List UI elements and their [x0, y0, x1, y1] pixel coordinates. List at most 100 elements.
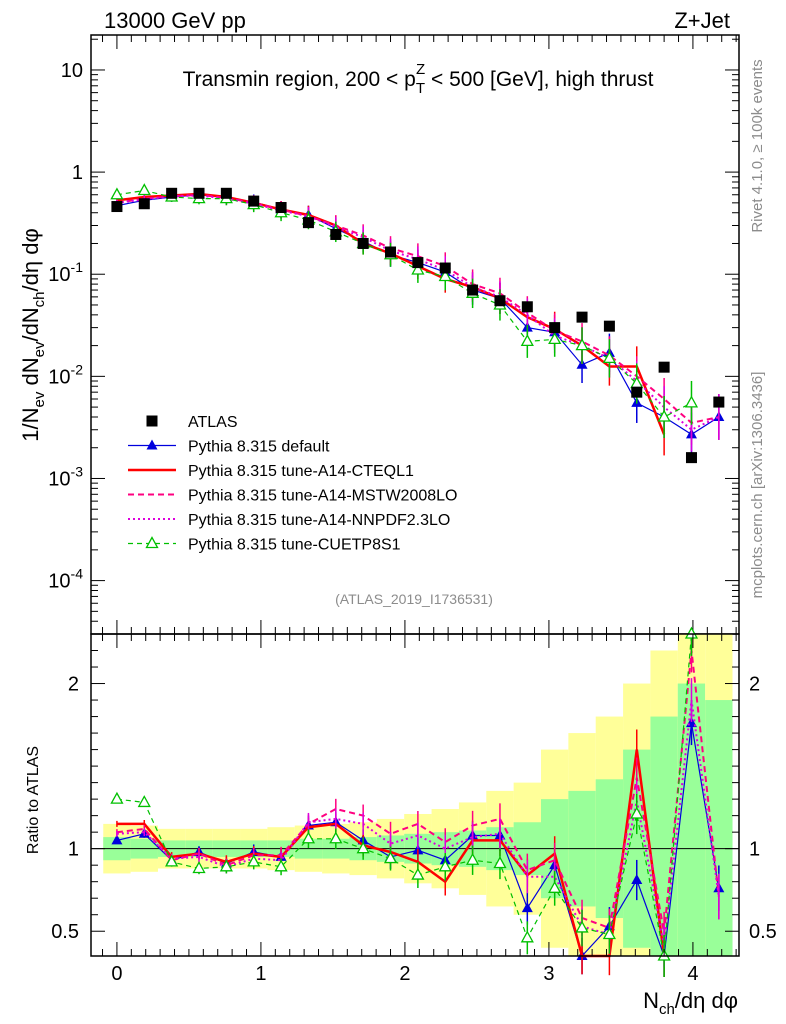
ratio-series-5-point: [219, 859, 233, 872]
atlas-data-point: [713, 396, 725, 408]
ratio-series-5-point: [630, 806, 644, 819]
legend-label: Pythia 8.315 tune-A14-MSTW2008LO: [188, 488, 457, 505]
ratio-series-5-point: [493, 856, 507, 869]
main-series-5-point: [657, 409, 671, 422]
legend-marker-atlas: [146, 415, 158, 427]
ratio-series-5-point: [575, 920, 589, 933]
ratio-plot-panel: 0.5 0.5 1 1 2 2 0 1 2 3 4: [51, 626, 777, 985]
main-ytick-label: 1: [72, 162, 83, 184]
x-axis-label: Nch/dη dφ: [643, 988, 738, 1018]
ratio-series-5-point: [301, 831, 316, 844]
xtick-label: 0: [111, 963, 122, 985]
header-right: Z+Jet: [674, 8, 730, 33]
main-plot-panel: 10 1 10-1 10-2 10-3 10-4: [48, 34, 740, 635]
header-left: 13000 GeV pp: [104, 8, 246, 33]
ratio-series-5-point: [602, 927, 616, 940]
main-ytick-label: 10: [61, 60, 83, 82]
main-series-5-point: [438, 269, 452, 282]
xtick-label: 2: [399, 963, 410, 985]
ratio-series-1-point: [111, 834, 123, 845]
main-ytick-label: 10-3: [48, 463, 83, 490]
xtick-label: 4: [687, 963, 698, 985]
legend-label: Pythia 8.315 default: [188, 439, 330, 456]
legend-label: Pythia 8.315 tune-A14-NNPDF2.3LO: [188, 512, 450, 529]
atlas-data-point: [631, 386, 643, 398]
atlas-data-point: [494, 295, 506, 307]
ratio-series-5-point: [329, 831, 343, 844]
atlas-data-point: [521, 301, 533, 313]
atlas-data-point: [467, 284, 479, 296]
legend-label: Pythia 8.315 tune-CUETP8S1: [188, 537, 401, 554]
atlas-data-point: [576, 311, 588, 323]
main-series-5-point: [520, 334, 534, 347]
ratio-ytick-label-right: 2: [749, 674, 760, 696]
ratio-series-1-point: [631, 874, 643, 885]
atlas-data-point: [302, 217, 314, 229]
main-series-5-line: [116, 189, 692, 418]
ratio-series-5-point: [110, 791, 124, 804]
atlas-data-point: [193, 187, 205, 199]
atlas-data-point: [357, 237, 369, 249]
legend-marker-5: [145, 536, 159, 549]
ratio-series-5-point: [684, 626, 699, 639]
xtick-label: 1: [255, 963, 266, 985]
main-series-5-point: [137, 183, 151, 196]
ratio-series-5-point: [438, 859, 452, 872]
main-series-5-point: [602, 351, 616, 364]
ratio-series-5-line: [116, 633, 693, 957]
atlas-data-point: [385, 246, 397, 258]
ratio-series-5-point: [411, 867, 425, 880]
ratio-series-5-point: [165, 854, 179, 867]
atlas-data-point: [138, 198, 150, 210]
main-ytick-label: 10-2: [48, 361, 83, 388]
ratio-series-5-point: [356, 841, 370, 854]
atlas-data-point: [248, 195, 260, 207]
main-series-5-point: [684, 395, 699, 408]
ratio-ytick-label-left: 1: [68, 839, 79, 861]
ratio-ytick-label-right: 1: [749, 839, 760, 861]
ratio-series-5-point: [247, 854, 261, 867]
atlas-data-point: [549, 322, 561, 334]
atlas-data-point: [220, 187, 232, 199]
rivet-label: Rivet 4.1.0, ≥ 100k events: [749, 59, 766, 232]
ratio-ytick-label-left: 0.5: [51, 921, 79, 943]
atlas-data-point: [166, 187, 178, 199]
main-series-4-line: [116, 194, 720, 431]
legend-label: Pythia 8.315 tune-A14-CTEQL1: [188, 463, 414, 480]
ratio-series-5-point: [192, 861, 206, 874]
atlas-data-point: [439, 262, 451, 274]
legend-marker-1: [146, 439, 158, 450]
ratio-series-1-point: [521, 902, 533, 913]
ratio-ytick-label-right: 0.5: [749, 921, 777, 943]
main-series-5-point: [411, 262, 425, 275]
main-series-5-point: [575, 338, 589, 351]
legend: ATLAS Pythia 8.315 default Pythia 8.315 tu…: [128, 414, 457, 554]
main-ytick-label: 10-4: [48, 566, 83, 593]
ratio-series-5-point: [548, 880, 562, 893]
atlas-data-point: [412, 257, 424, 269]
main-series-5-point: [548, 332, 562, 345]
ratio-series-5-point: [274, 859, 288, 872]
legend-label: ATLAS: [188, 414, 238, 431]
main-y-axis-label: 1/Nev dNev/dNch/dη dφ: [18, 228, 48, 441]
analysis-label: (ATLAS_2019_I1736531): [335, 591, 493, 607]
atlas-data-point: [275, 202, 287, 214]
ratio-series-5-point: [520, 930, 534, 943]
main-ytick-label: 10-1: [48, 259, 83, 286]
atlas-data-point: [658, 361, 670, 373]
ratio-series-5-point: [466, 852, 480, 865]
ratio-ytick-label-left: 2: [68, 674, 79, 696]
main-series-5-point: [110, 187, 124, 200]
atlas-data-point: [685, 452, 697, 464]
main-series-1-line: [116, 194, 720, 436]
atlas-data-point: [111, 201, 123, 213]
main-title: Transmin region, 200 < pTZ < 500 [GeV], …: [183, 61, 654, 97]
atlas-data-point: [330, 228, 342, 240]
ratio-series-5-point: [383, 851, 398, 864]
ratio-frame: [90, 633, 740, 957]
ratio-series-5-point: [137, 795, 151, 808]
atlas-data-point: [603, 320, 615, 332]
ratio-series-3-line: [116, 650, 720, 934]
ratio-y-axis-label: Ratio to ATLAS: [25, 746, 42, 854]
